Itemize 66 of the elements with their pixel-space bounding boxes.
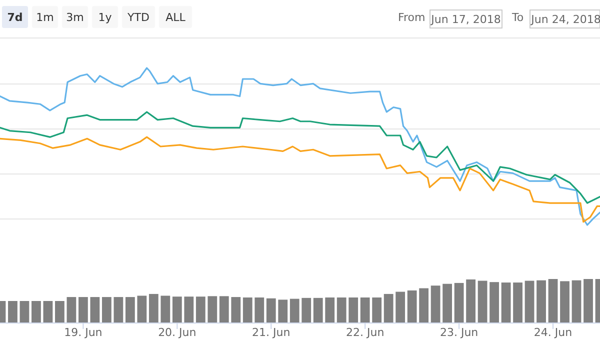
bar xyxy=(454,282,464,323)
bar xyxy=(208,296,218,323)
text: ALL xyxy=(166,11,186,24)
bar xyxy=(419,288,429,323)
bar xyxy=(490,282,499,323)
bar xyxy=(43,301,53,323)
bar xyxy=(278,300,288,323)
bar xyxy=(384,294,394,323)
bar xyxy=(430,286,440,323)
bar xyxy=(407,290,417,323)
bar xyxy=(184,296,194,323)
x-tick-label: 21. Jun xyxy=(252,326,290,339)
bar xyxy=(478,280,488,323)
bar xyxy=(325,297,335,323)
bar xyxy=(372,297,382,323)
bar xyxy=(231,297,241,323)
x-tick-label: 24. Jun xyxy=(534,326,572,339)
bar xyxy=(360,297,370,323)
bar xyxy=(8,301,18,323)
bar xyxy=(219,296,229,323)
bar xyxy=(302,298,312,323)
bar xyxy=(90,297,100,323)
bar xyxy=(572,280,582,323)
bar xyxy=(536,280,546,323)
text: To xyxy=(511,11,524,24)
bar xyxy=(32,301,41,323)
x-tick-label: 20. Jun xyxy=(158,326,196,339)
bar xyxy=(513,282,522,323)
bar xyxy=(172,296,182,323)
bar xyxy=(20,301,30,323)
bar xyxy=(396,292,406,323)
x-tick-label: 19. Jun xyxy=(64,326,102,339)
bar xyxy=(125,297,135,323)
bar xyxy=(160,296,170,323)
text: YTD xyxy=(126,11,150,24)
bar xyxy=(348,297,358,323)
bar xyxy=(148,294,158,323)
text: Jun 17, 2018 xyxy=(430,13,501,26)
x-tick-label: 23. Jun xyxy=(440,326,478,339)
bar xyxy=(442,284,452,323)
bar xyxy=(196,296,206,323)
bar xyxy=(78,297,88,323)
bar xyxy=(466,279,476,323)
x-tick-label: 22. Jun xyxy=(346,326,384,339)
bar xyxy=(102,297,112,323)
bar xyxy=(313,298,323,323)
text: Jun 24, 2018 xyxy=(530,13,600,26)
bar xyxy=(55,301,64,323)
bar xyxy=(560,281,570,323)
bar xyxy=(584,279,593,323)
text: 1m xyxy=(36,11,54,24)
bar xyxy=(137,296,147,323)
bar xyxy=(114,297,124,323)
bar xyxy=(501,282,511,323)
text: From xyxy=(398,11,426,24)
bar xyxy=(524,280,534,323)
bar xyxy=(242,297,252,323)
text: 1y xyxy=(98,11,112,24)
bar xyxy=(290,298,300,323)
bar xyxy=(66,297,76,323)
text: 7d xyxy=(7,11,23,24)
bar xyxy=(548,279,558,323)
bar xyxy=(254,297,264,323)
bar xyxy=(336,297,346,323)
bar xyxy=(266,298,276,323)
text: 3m xyxy=(66,11,84,24)
